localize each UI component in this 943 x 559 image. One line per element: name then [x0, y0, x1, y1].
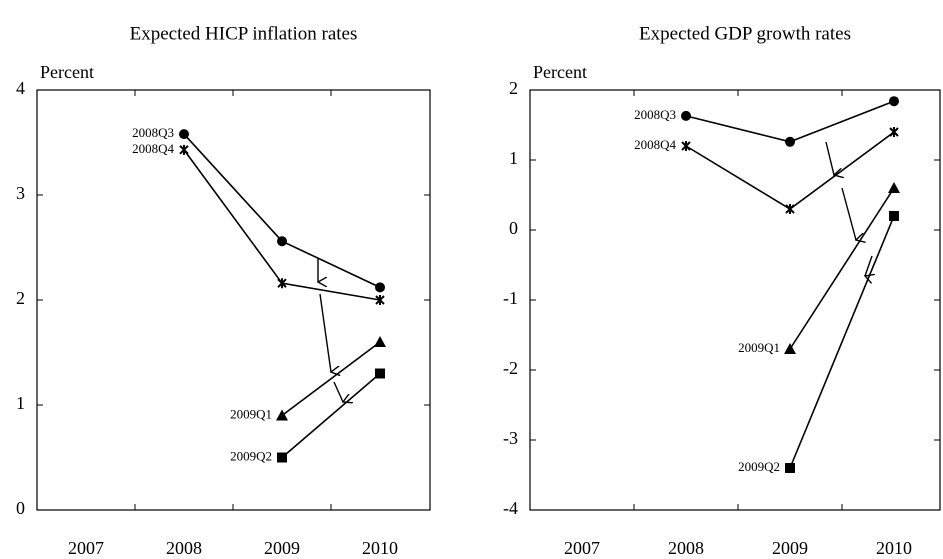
arrows [318, 141, 872, 402]
x-tick-label: 2008 [166, 538, 202, 558]
x-tick-label: 2008 [668, 538, 704, 558]
plot-frame [529, 89, 941, 511]
series-line [281, 372, 381, 459]
series-line [789, 187, 895, 350]
series-label: 2009Q1 [738, 340, 780, 355]
y-tick-label: 1 [16, 393, 25, 413]
marker [375, 295, 385, 305]
x-tick-label: 2007 [68, 538, 104, 558]
y-tick-label: -3 [503, 428, 518, 448]
marker [277, 236, 287, 247]
series-label: 2009Q2 [230, 448, 272, 463]
y-tick-label: -1 [503, 288, 518, 308]
marker [374, 336, 386, 347]
y-tick-label: 2 [16, 288, 25, 308]
marker [889, 96, 899, 107]
arrow [841, 187, 856, 240]
arrow [865, 255, 872, 276]
series-label: 2008Q4 [634, 137, 676, 152]
x-tick-label: 2009 [772, 538, 808, 558]
marker [375, 282, 385, 293]
y-tick-label: 0 [16, 498, 25, 518]
series-line [685, 100, 895, 143]
marker [276, 409, 288, 421]
y-axis-label: Percent [533, 62, 587, 82]
series-label: 2008Q3 [634, 107, 676, 122]
x-tick-label: 2010 [876, 538, 912, 558]
marker [681, 141, 691, 151]
series-line [183, 133, 381, 289]
series-line [281, 341, 381, 417]
marker [277, 278, 287, 289]
y-tick-label: 4 [16, 78, 25, 98]
marker [277, 452, 287, 463]
y-tick-label: 2 [509, 78, 518, 98]
marker [681, 110, 691, 121]
series-label: 2009Q2 [738, 459, 780, 474]
chart-title: Expected GDP growth rates [639, 23, 851, 44]
x-tick-label: 2007 [564, 538, 600, 558]
y-tick-label: 3 [16, 183, 25, 203]
series-line [183, 149, 381, 301]
x-tick-label: 2010 [362, 538, 398, 558]
chart-title: Expected HICP inflation rates [130, 23, 358, 44]
y-tick-label: 1 [509, 148, 518, 168]
series-line [789, 215, 895, 469]
arrow [825, 141, 834, 175]
marker [785, 204, 795, 214]
marker [888, 182, 900, 193]
series-label: 2008Q3 [132, 125, 174, 140]
series-label: 2009Q1 [230, 406, 272, 421]
marker [889, 211, 899, 221]
y-tick-label: -2 [503, 358, 518, 378]
marker [179, 129, 189, 140]
plot-frame [36, 89, 431, 511]
marker [785, 463, 795, 473]
y-tick-label: -4 [503, 498, 518, 518]
y-axis-label: Percent [40, 62, 94, 82]
marker [179, 144, 189, 155]
arrow [333, 381, 343, 402]
arrow [319, 293, 331, 372]
x-tick-label: 2009 [264, 538, 300, 558]
y-tick-label: 0 [509, 218, 518, 238]
marker [785, 136, 795, 147]
marker [375, 368, 385, 379]
series-label: 2008Q4 [132, 141, 174, 156]
marker [784, 343, 796, 354]
marker [889, 127, 899, 137]
